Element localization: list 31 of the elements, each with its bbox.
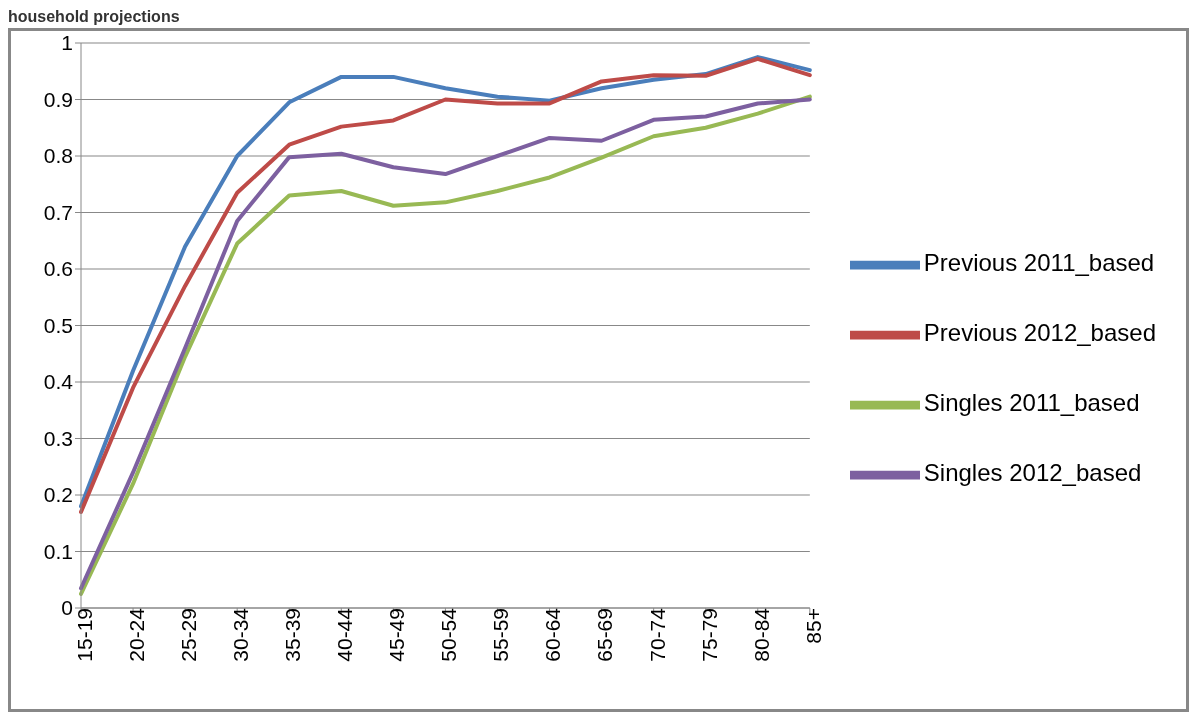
x-tick-label: 70-74 xyxy=(645,607,669,662)
legend-label: Singles 2012_based xyxy=(923,459,1142,487)
chart-title: household projections xyxy=(8,8,181,27)
y-tick-label: 0.5 xyxy=(43,313,73,337)
y-tick-label: 0.4 xyxy=(43,370,74,394)
x-tick-label: 80-84 xyxy=(749,607,773,662)
x-tick-label: 25-29 xyxy=(177,608,201,662)
y-tick-label: 0 xyxy=(61,596,73,620)
y-tick-label: 0.3 xyxy=(43,426,73,450)
x-tick-label: 15-19 xyxy=(72,608,96,662)
y-tick-label: 0.7 xyxy=(43,200,73,224)
x-tick-label: 45-49 xyxy=(385,608,409,662)
x-tick-label: 50-54 xyxy=(437,607,461,662)
y-tick-label: 0.8 xyxy=(43,144,73,168)
x-tick-label: 85+ xyxy=(801,608,825,644)
x-tick-label: 35-39 xyxy=(281,608,305,662)
x-tick-label: 60-64 xyxy=(541,607,565,662)
y-tick-label: 0.2 xyxy=(43,483,73,507)
legend-label: Previous 2012_based xyxy=(923,319,1156,347)
legend-label: Previous 2011_based xyxy=(923,249,1155,277)
y-tick-label: 0.6 xyxy=(43,257,73,281)
x-tick-label: 75-79 xyxy=(697,608,721,662)
y-tick-label: 0.9 xyxy=(43,87,73,111)
x-tick-label: 30-34 xyxy=(229,607,253,662)
y-tick-label: 1 xyxy=(61,31,73,55)
legend-label: Singles 2011_based xyxy=(923,389,1140,417)
x-tick-label: 20-24 xyxy=(124,607,148,662)
x-tick-label: 55-59 xyxy=(489,608,513,662)
x-tick-label: 40-44 xyxy=(333,607,357,662)
y-tick-label: 0.1 xyxy=(43,539,73,563)
x-tick-label: 65-69 xyxy=(593,608,617,662)
